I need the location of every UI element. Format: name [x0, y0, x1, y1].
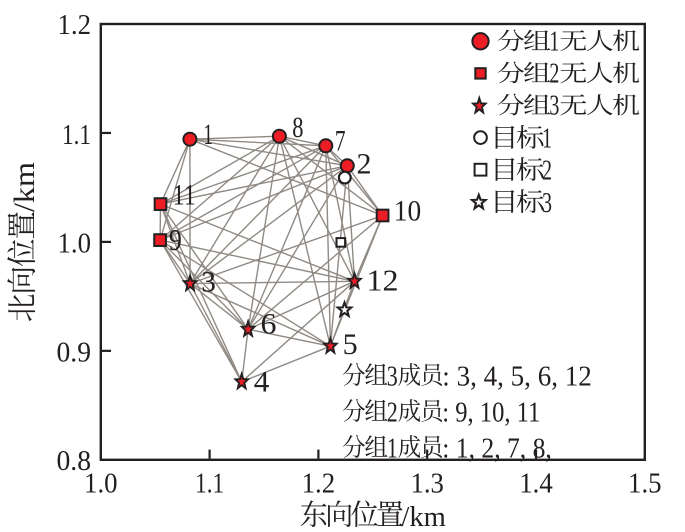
svg-text:12: 12	[367, 263, 399, 298]
svg-text:/km: /km	[9, 162, 41, 212]
svg-text:1.3: 1.3	[410, 468, 444, 500]
svg-text:/km: /km	[401, 501, 446, 532]
svg-text:1: 1	[549, 27, 559, 58]
svg-text:1.5: 1.5	[628, 468, 662, 500]
svg-text:2: 2	[542, 156, 552, 187]
svg-text:1: 1	[387, 434, 398, 465]
svg-text:0.8: 0.8	[57, 445, 92, 477]
svg-text:1.1: 1.1	[195, 468, 224, 500]
svg-text:: 1, 2, 7, 8,: : 1, 2, 7, 8,	[442, 434, 552, 465]
svg-text:4: 4	[254, 366, 270, 398]
svg-text:7: 7	[335, 126, 346, 158]
svg-text:: 9, 10, 11: : 9, 10, 11	[442, 398, 540, 429]
svg-text:2: 2	[357, 149, 372, 181]
svg-text:10: 10	[394, 196, 421, 228]
svg-text:1.0: 1.0	[58, 227, 92, 259]
svg-text:1: 1	[203, 119, 213, 151]
svg-text:6: 6	[261, 309, 277, 341]
svg-text:2: 2	[549, 59, 559, 90]
svg-text:3: 3	[387, 362, 398, 393]
svg-text:11: 11	[173, 180, 196, 212]
svg-text:1.2: 1.2	[302, 468, 336, 500]
svg-text:5: 5	[343, 329, 358, 361]
svg-text:0.9: 0.9	[57, 336, 92, 368]
svg-text:9: 9	[169, 222, 182, 257]
svg-text:1.0: 1.0	[84, 468, 118, 500]
svg-text:1.4: 1.4	[519, 468, 553, 500]
svg-text:3: 3	[542, 188, 552, 219]
svg-text:3: 3	[201, 267, 216, 299]
svg-text:1.1: 1.1	[62, 119, 91, 151]
svg-text:: 3, 4, 5, 6, 12: : 3, 4, 5, 6, 12	[442, 362, 592, 393]
svg-text:1: 1	[542, 124, 552, 155]
svg-text:3: 3	[549, 91, 559, 122]
svg-text:1.2: 1.2	[58, 9, 92, 41]
svg-text:2: 2	[387, 398, 398, 429]
svg-text:8: 8	[292, 112, 303, 144]
